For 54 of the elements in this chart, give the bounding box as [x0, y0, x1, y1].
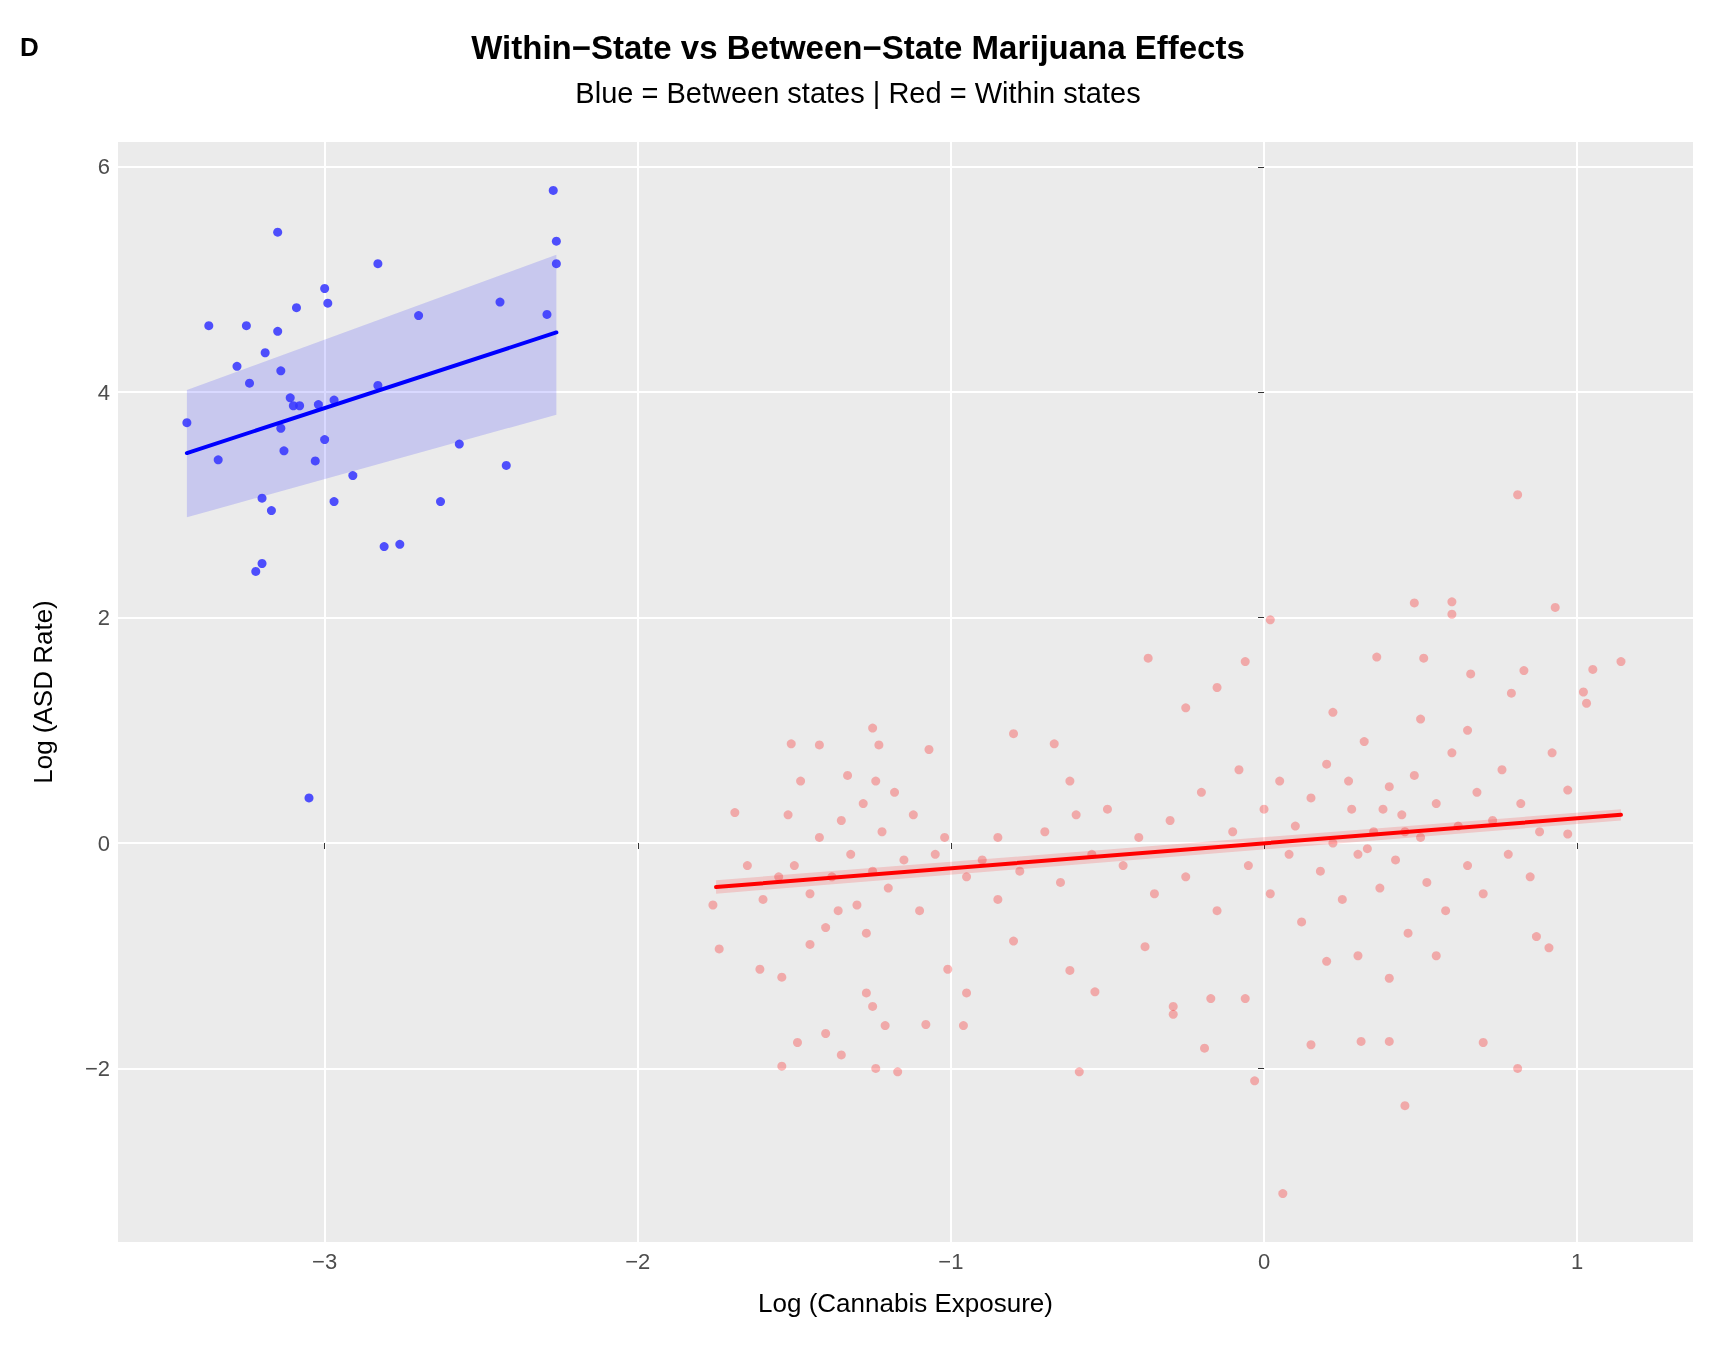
point	[310, 456, 320, 466]
point	[501, 460, 511, 470]
point	[495, 297, 505, 307]
point	[348, 471, 358, 481]
point	[273, 326, 283, 336]
point	[276, 423, 286, 433]
point	[276, 366, 286, 376]
x-tick-label: −2	[625, 1248, 651, 1274]
point	[295, 401, 305, 411]
chart-title: Within−State vs Between−State Marijuana Effects	[471, 29, 1245, 66]
point	[260, 348, 270, 358]
point	[395, 539, 405, 549]
y-tick-label: −2	[84, 1055, 110, 1081]
x-axis-title: Log (Cannabis Exposure)	[758, 1288, 1053, 1318]
point	[313, 400, 323, 410]
point	[454, 439, 464, 449]
point	[291, 303, 301, 313]
point	[414, 311, 424, 321]
y-tick-label: 6	[97, 154, 110, 180]
point	[257, 493, 267, 503]
point	[285, 393, 295, 403]
point	[204, 321, 214, 331]
point	[245, 378, 255, 388]
point	[241, 321, 251, 331]
point	[213, 455, 223, 465]
x-tick-label: 1	[1571, 1248, 1584, 1274]
point	[436, 497, 446, 507]
point	[323, 298, 333, 308]
point	[329, 497, 339, 507]
x-tick-label: −3	[312, 1248, 338, 1274]
point	[542, 309, 552, 319]
y-axis-title: Log (ASD Rate)	[28, 600, 58, 784]
point	[232, 361, 242, 371]
point	[551, 236, 561, 246]
y-tick-label: 4	[97, 379, 110, 405]
point	[373, 259, 383, 269]
y-tick-label: 0	[97, 830, 110, 856]
point	[266, 506, 276, 516]
point	[279, 446, 289, 456]
x-tick-label: −1	[938, 1248, 964, 1274]
x-tick-label: 0	[1257, 1248, 1271, 1274]
point	[320, 435, 330, 445]
y-tick-label: 2	[97, 605, 110, 631]
chart-subtitle: Blue = Between states | Red = Within states	[575, 76, 1141, 109]
point	[182, 418, 192, 428]
point	[320, 284, 330, 294]
text: D	[20, 32, 39, 62]
point	[551, 259, 561, 269]
point	[251, 566, 261, 576]
point	[273, 227, 283, 237]
point	[257, 559, 267, 569]
point	[304, 793, 314, 803]
point	[548, 185, 558, 195]
point	[379, 542, 389, 552]
